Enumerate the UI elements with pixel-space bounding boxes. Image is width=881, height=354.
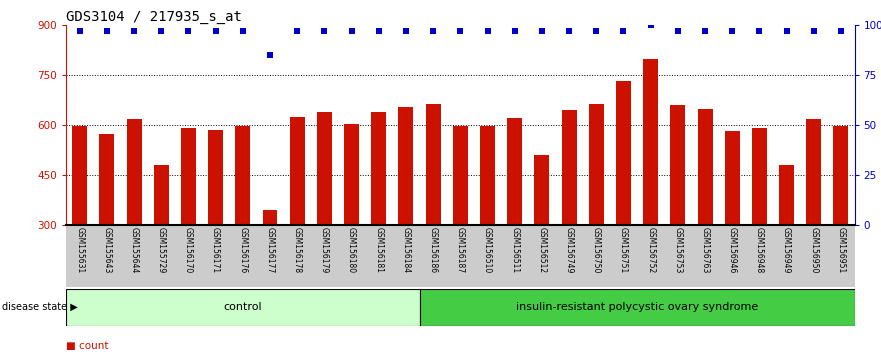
- Bar: [398, 107, 413, 325]
- Point: [698, 28, 712, 34]
- Text: insulin-resistant polycystic ovary syndrome: insulin-resistant polycystic ovary syndr…: [516, 302, 759, 312]
- Point: [562, 28, 576, 34]
- Bar: [317, 112, 332, 325]
- Bar: [670, 105, 685, 325]
- Text: GSM155729: GSM155729: [157, 227, 166, 273]
- Text: GSM156751: GSM156751: [619, 227, 628, 273]
- Bar: [833, 126, 848, 325]
- Text: GSM156750: GSM156750: [592, 227, 601, 273]
- Bar: [181, 128, 196, 325]
- Text: GSM155644: GSM155644: [130, 227, 138, 273]
- Point: [317, 28, 331, 34]
- Point: [834, 28, 848, 34]
- Text: GSM156186: GSM156186: [429, 227, 438, 273]
- Point: [181, 28, 196, 34]
- Text: GSM156749: GSM156749: [565, 227, 574, 273]
- Bar: [72, 126, 87, 325]
- Text: GSM156950: GSM156950: [810, 227, 818, 273]
- Point: [807, 28, 821, 34]
- Text: GSM156181: GSM156181: [374, 227, 383, 273]
- Bar: [616, 81, 631, 325]
- Point: [589, 28, 603, 34]
- Point: [480, 28, 494, 34]
- Bar: [235, 126, 250, 325]
- Point: [507, 28, 522, 34]
- Bar: [535, 155, 550, 325]
- Point: [72, 28, 86, 34]
- Bar: [100, 134, 115, 325]
- Text: GSM156180: GSM156180: [347, 227, 356, 273]
- Point: [725, 28, 739, 34]
- Text: GSM156511: GSM156511: [510, 227, 519, 273]
- Point: [644, 22, 658, 28]
- Point: [209, 28, 223, 34]
- Bar: [698, 109, 713, 325]
- Point: [154, 28, 168, 34]
- Bar: [419, 289, 855, 326]
- Point: [372, 28, 386, 34]
- Bar: [806, 119, 821, 325]
- Bar: [779, 165, 794, 325]
- Point: [535, 28, 549, 34]
- Point: [290, 28, 304, 34]
- Text: GSM156177: GSM156177: [265, 227, 275, 273]
- Point: [263, 52, 277, 58]
- Point: [780, 28, 794, 34]
- Bar: [561, 110, 576, 325]
- Text: GSM156179: GSM156179: [320, 227, 329, 273]
- Bar: [589, 104, 603, 325]
- Text: disease state ▶: disease state ▶: [2, 302, 78, 312]
- Bar: [725, 131, 740, 325]
- Text: GSM156949: GSM156949: [782, 227, 791, 273]
- Text: GSM155631: GSM155631: [75, 227, 85, 273]
- Text: GSM156178: GSM156178: [292, 227, 301, 273]
- Bar: [751, 128, 766, 325]
- Point: [426, 28, 440, 34]
- Bar: [344, 124, 359, 325]
- Point: [236, 28, 250, 34]
- Text: GSM155643: GSM155643: [102, 227, 111, 273]
- Point: [100, 28, 114, 34]
- Text: GSM156184: GSM156184: [402, 227, 411, 273]
- Bar: [154, 165, 169, 325]
- Bar: [290, 118, 305, 325]
- Point: [453, 28, 467, 34]
- Bar: [371, 112, 386, 325]
- Point: [344, 28, 359, 34]
- Text: control: control: [224, 302, 263, 312]
- Bar: [480, 126, 495, 325]
- Text: GSM156176: GSM156176: [238, 227, 248, 273]
- Bar: [263, 210, 278, 325]
- Point: [752, 28, 766, 34]
- Bar: [208, 130, 223, 325]
- Text: GSM156187: GSM156187: [455, 227, 465, 273]
- Text: ■ count: ■ count: [66, 341, 108, 351]
- Text: GSM156170: GSM156170: [184, 227, 193, 273]
- Point: [670, 28, 685, 34]
- Bar: [426, 104, 440, 325]
- Bar: [643, 59, 658, 325]
- Text: GSM156752: GSM156752: [646, 227, 655, 273]
- Point: [399, 28, 413, 34]
- Text: GSM156948: GSM156948: [755, 227, 764, 273]
- Text: GDS3104 / 217935_s_at: GDS3104 / 217935_s_at: [66, 10, 242, 24]
- Text: GSM156512: GSM156512: [537, 227, 546, 273]
- Text: GSM156946: GSM156946: [728, 227, 737, 273]
- Point: [127, 28, 141, 34]
- Text: GSM156951: GSM156951: [836, 227, 846, 273]
- Text: GSM156171: GSM156171: [211, 227, 220, 273]
- Point: [617, 28, 631, 34]
- Bar: [66, 289, 419, 326]
- Bar: [127, 119, 142, 325]
- Bar: [507, 118, 522, 325]
- Text: GSM156763: GSM156763: [700, 227, 709, 273]
- Text: GSM156753: GSM156753: [673, 227, 683, 273]
- Bar: [453, 126, 468, 325]
- Text: GSM156510: GSM156510: [483, 227, 492, 273]
